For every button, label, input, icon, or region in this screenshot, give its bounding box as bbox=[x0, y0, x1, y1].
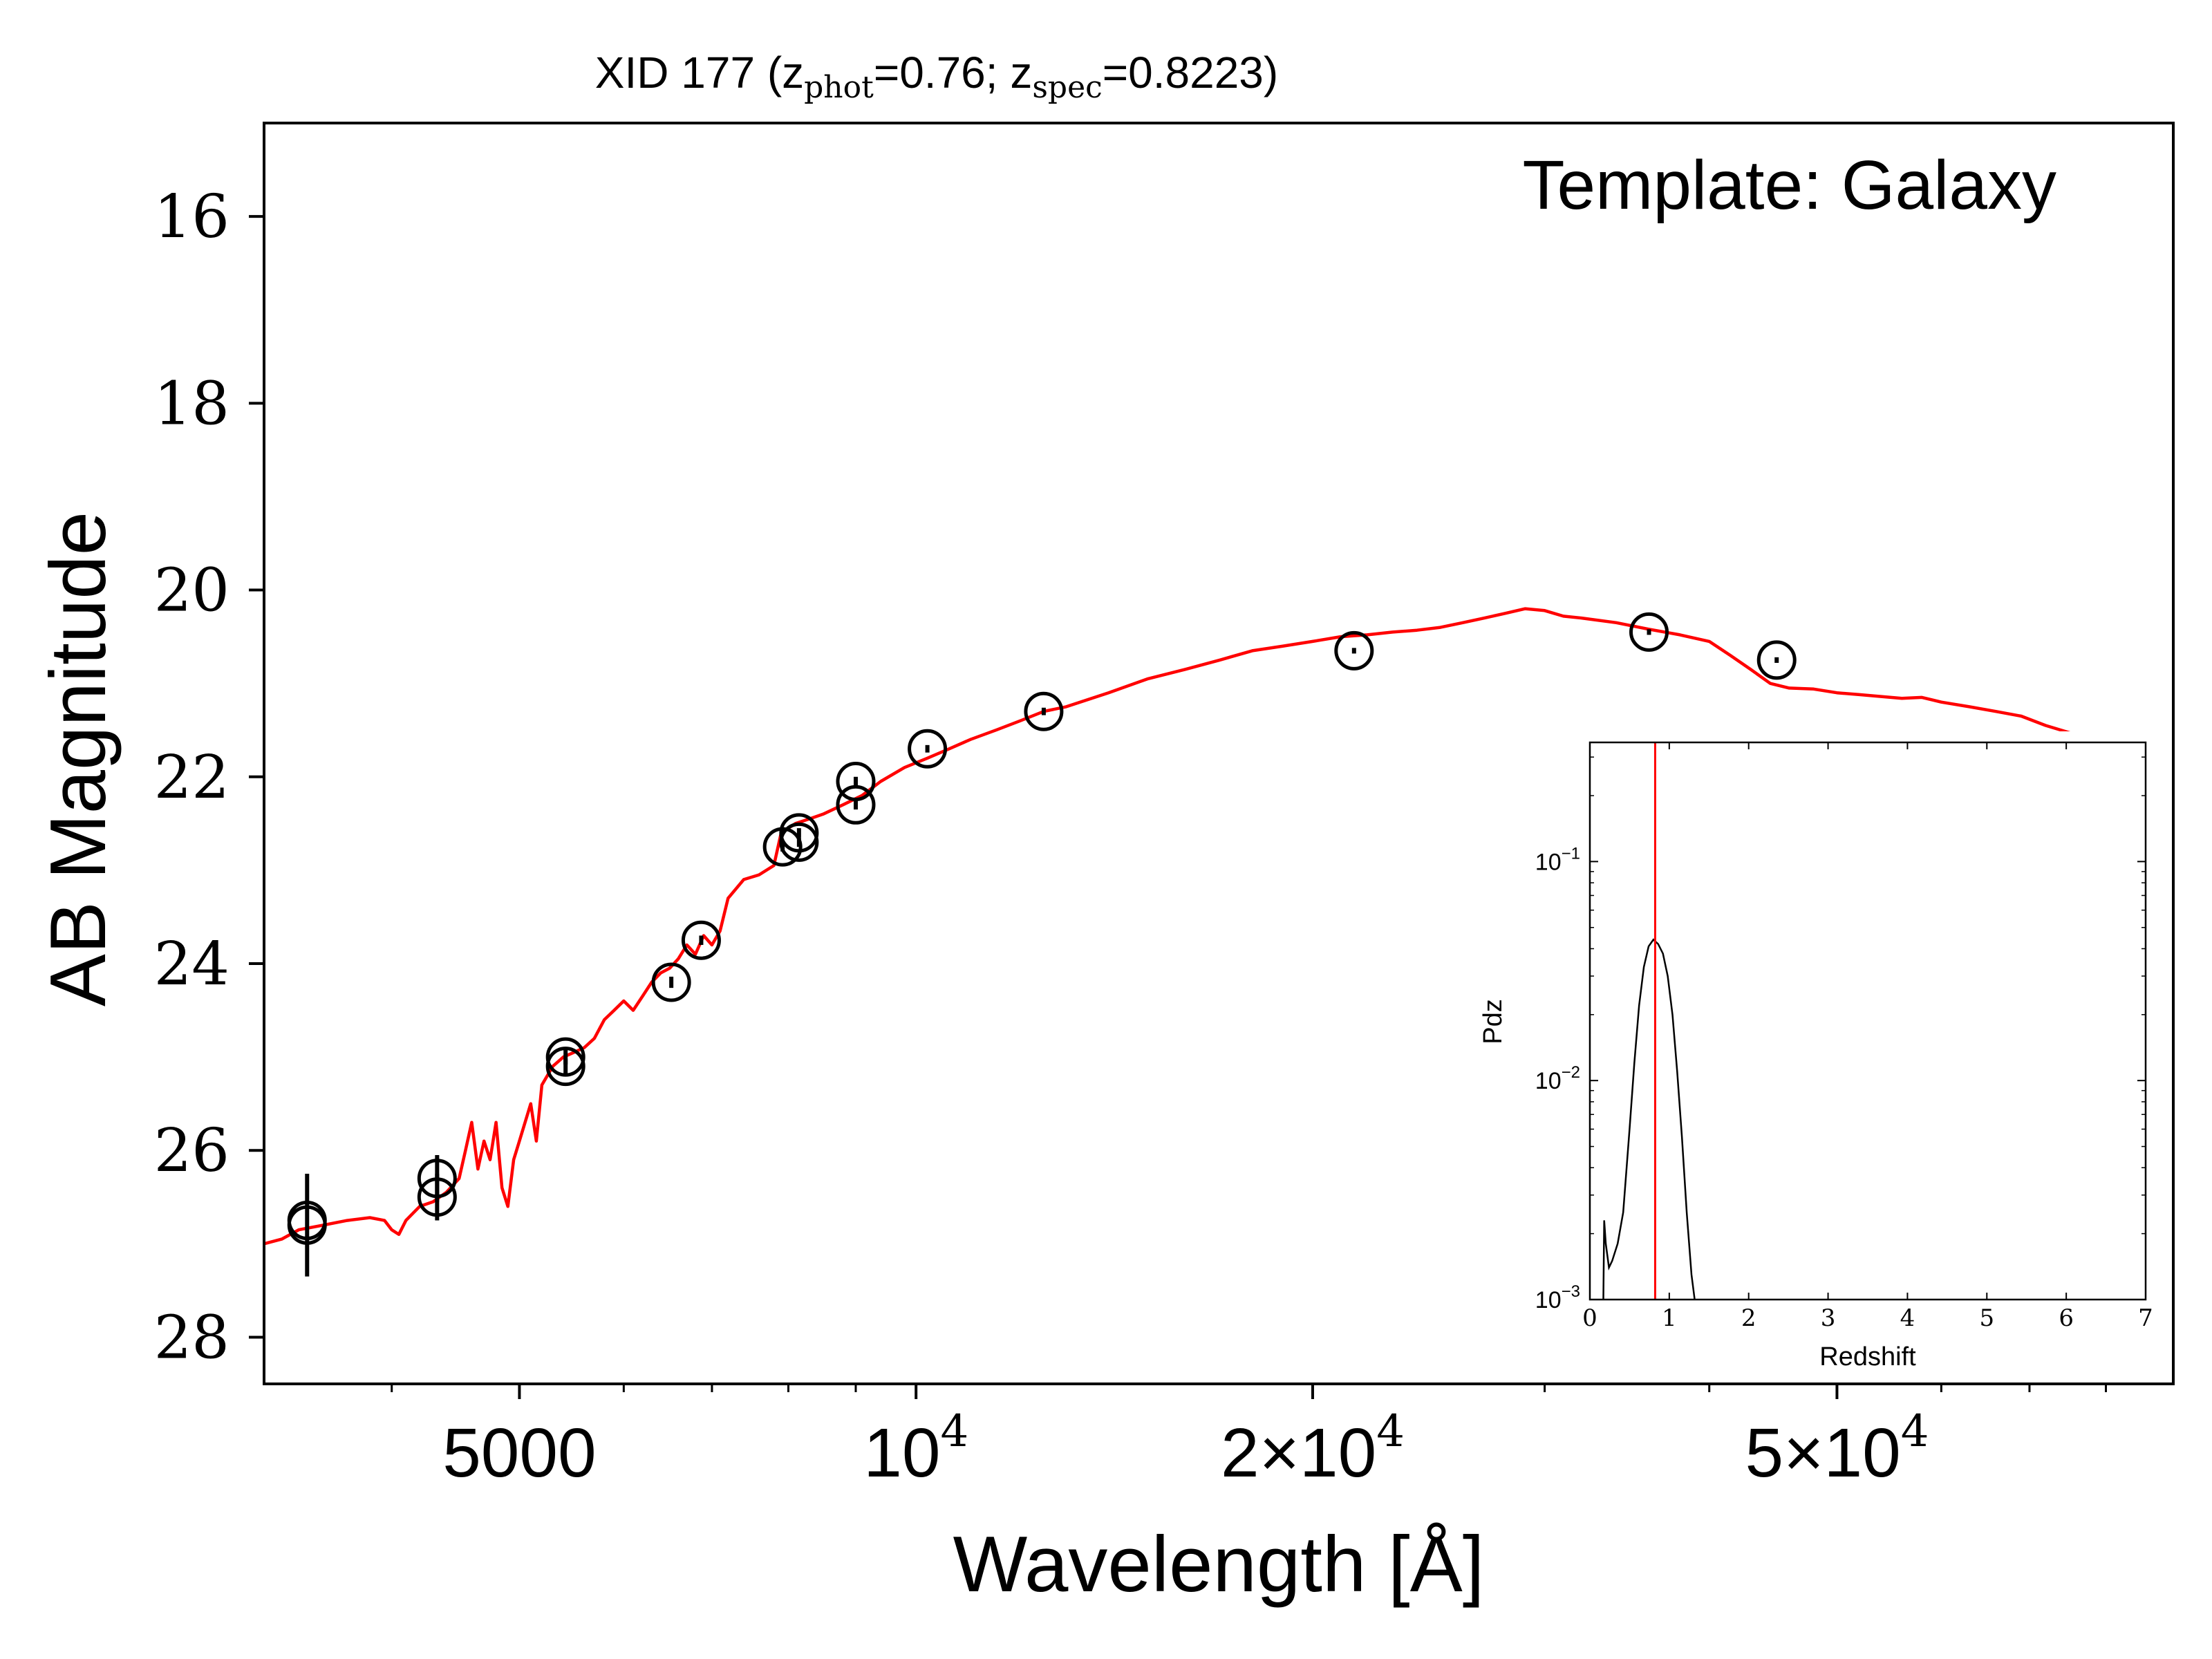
y-tick-label: 22 bbox=[154, 743, 229, 812]
template-spectrum-line bbox=[264, 607, 2173, 1246]
inset-x-tick-label: 5 bbox=[1979, 1304, 1994, 1332]
inset-y-tick-base: 10 bbox=[1535, 1068, 1562, 1094]
photometry-marker bbox=[836, 762, 876, 802]
title-mid: =0.76; z bbox=[874, 48, 1033, 97]
inset-x-tick-label: 0 bbox=[1582, 1304, 1597, 1332]
inset-y-tick-base: 10 bbox=[1535, 1287, 1562, 1313]
x-axis-ticks: 5000 104 2×104 5×104 bbox=[391, 1384, 2108, 1492]
photometry-marker bbox=[779, 822, 819, 862]
title-prefix: XID 177 (z bbox=[595, 48, 804, 97]
photometry-marker bbox=[1629, 612, 1669, 652]
title-suffix: =0.8223) bbox=[1103, 48, 1278, 97]
x-tick-exponent: 4 bbox=[1376, 1406, 1405, 1457]
inset-x-tick-label: 1 bbox=[1662, 1304, 1677, 1332]
y-tick-label: 20 bbox=[154, 556, 229, 626]
y-tick-label: 16 bbox=[154, 182, 229, 252]
inset-y-tick-label: 10−3 bbox=[1535, 1282, 1580, 1313]
photometry-marker bbox=[1024, 691, 1064, 731]
x-tick-base: 2×10 bbox=[1221, 1414, 1376, 1492]
x-tick-label: 5×104 bbox=[1745, 1406, 1929, 1492]
photometry-marker bbox=[779, 813, 819, 853]
main-plot-frame bbox=[263, 122, 2175, 1385]
y-axis-label: AB Magnitude bbox=[35, 512, 122, 1006]
photometry-marker bbox=[545, 1037, 585, 1077]
y-tick-label: 24 bbox=[154, 930, 229, 999]
photometry-marker bbox=[681, 920, 721, 960]
title-sub-phot: phot bbox=[804, 70, 874, 105]
inset-x-tick-label: 6 bbox=[2059, 1304, 2074, 1332]
photometry-marker bbox=[417, 1159, 457, 1199]
x-tick-exponent: 4 bbox=[940, 1406, 968, 1457]
photometry-marker bbox=[545, 1047, 585, 1087]
inset-y-tick-base: 10 bbox=[1535, 849, 1562, 875]
inset-x-tick-label: 3 bbox=[1821, 1304, 1836, 1332]
chart-title: XID 177 (zphot=0.76; zspec=0.8223) bbox=[595, 48, 1278, 105]
inset-y-tick-exponent: −1 bbox=[1562, 844, 1580, 863]
photometry-marker bbox=[836, 785, 876, 825]
x-tick-label: 5000 bbox=[442, 1414, 596, 1492]
x-tick-base: 10 bbox=[863, 1414, 940, 1492]
photometry-marker bbox=[1756, 640, 1797, 680]
y-axis-ticks: 16 18 20 22 24 26 28 bbox=[154, 182, 264, 1372]
photometry-marker bbox=[651, 962, 691, 1002]
inset-x-tick-label: 7 bbox=[2138, 1304, 2153, 1332]
inset-y-tick-label: 10−1 bbox=[1535, 844, 1580, 875]
y-tick-label: 18 bbox=[154, 369, 229, 438]
inset-frame bbox=[1588, 741, 2147, 1301]
x-tick-base: 5000 bbox=[442, 1414, 596, 1492]
inset-y-axis-label: Pdz bbox=[1479, 999, 1508, 1044]
y-tick-label: 28 bbox=[154, 1303, 229, 1372]
template-annotation: Template: Galaxy bbox=[1522, 147, 2056, 224]
inset-background bbox=[1471, 731, 2172, 1382]
x-tick-label: 104 bbox=[863, 1406, 968, 1492]
inset-x-axis-label: Redshift bbox=[1819, 1342, 1916, 1371]
inset-y-tick-exponent: −3 bbox=[1562, 1282, 1580, 1301]
pdz-curve bbox=[1602, 938, 1696, 1300]
inset-x-tick-label: 4 bbox=[1900, 1304, 1915, 1332]
photometry-points bbox=[287, 612, 1797, 1277]
x-axis-label: Wavelength [Å] bbox=[953, 1521, 1485, 1609]
inset-y-tick-label: 10−2 bbox=[1535, 1063, 1580, 1094]
title-sub-spec: spec bbox=[1032, 70, 1102, 105]
photometry-marker bbox=[908, 729, 948, 769]
y-tick-label: 26 bbox=[154, 1116, 229, 1185]
photometry-marker bbox=[287, 1201, 327, 1241]
inset-y-tick-exponent: −2 bbox=[1562, 1063, 1580, 1082]
inset-x-tick-label: 2 bbox=[1741, 1304, 1756, 1332]
x-tick-exponent: 4 bbox=[1901, 1406, 1929, 1457]
x-tick-label: 2×104 bbox=[1221, 1406, 1405, 1492]
x-tick-base: 5×10 bbox=[1745, 1414, 1900, 1492]
photometry-marker bbox=[1334, 630, 1374, 671]
